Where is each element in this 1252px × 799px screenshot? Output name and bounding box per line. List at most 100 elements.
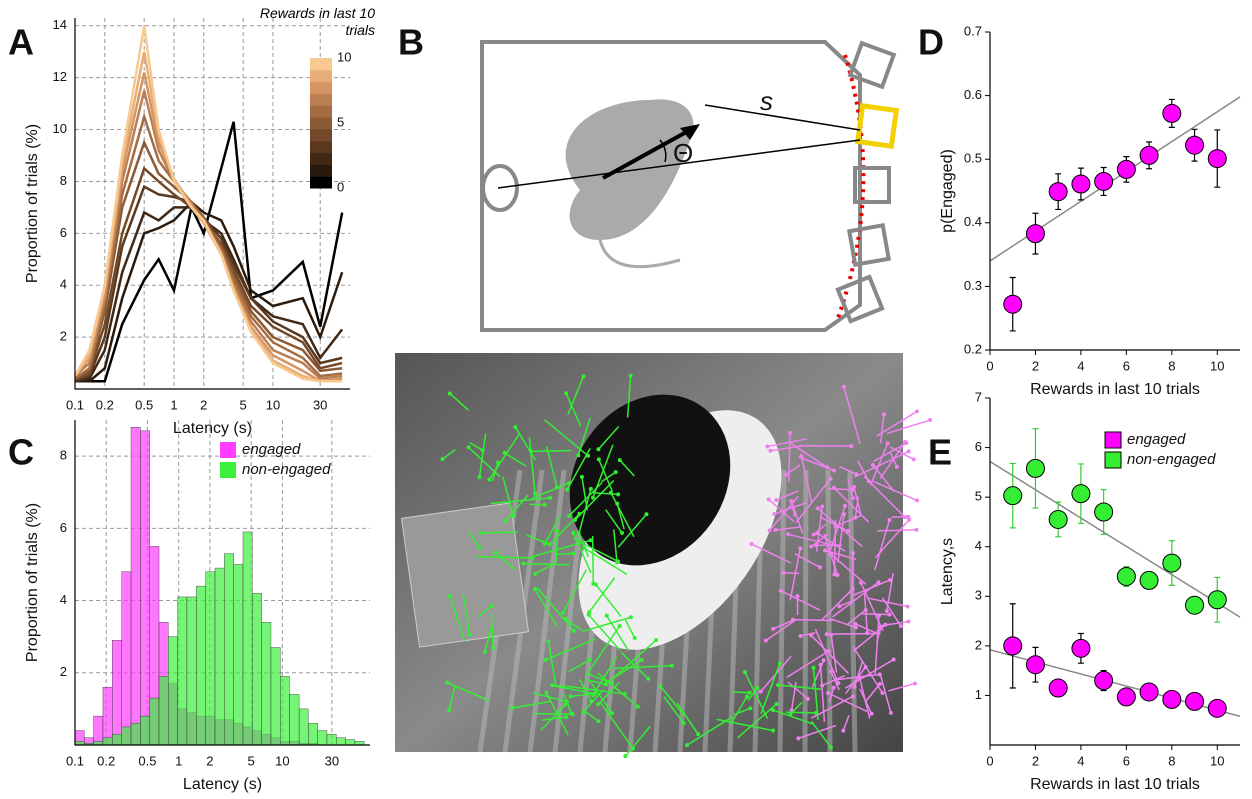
colorbar-swatch [310,117,332,129]
point [1117,688,1135,706]
arrow-tip [842,385,846,389]
y-tick-label: 14 [53,17,67,32]
x-tick-label: 1 [170,397,177,412]
hist-bar [215,568,224,745]
arrow-tip [826,691,830,695]
arrow-tip [864,608,868,612]
arrow-tip [491,646,495,650]
x-axis-label: Rewards in last 10 trials [1030,381,1200,398]
arrow-tip [581,710,585,714]
arrow-tip [620,531,624,535]
arrow-tip [561,611,565,615]
x-tick-label: 10 [1210,753,1224,768]
arrow-tip [588,658,592,662]
axes [990,32,1240,350]
panel-letter: E [928,432,952,473]
arrow-tip [849,444,853,448]
point [1208,150,1226,168]
arrow-tip [851,551,855,555]
point [1140,146,1158,164]
point [1163,104,1181,122]
arrow-tip [597,719,601,723]
motion-arrow [793,620,832,621]
arrow-tip [564,715,568,719]
x-tick-label: 10 [275,753,289,768]
point [1049,510,1067,528]
colorbar-swatch [310,164,332,176]
hist-bar [346,740,355,745]
point [1004,637,1022,655]
hist-bar [112,734,121,745]
point [1186,692,1204,710]
arrow-tip [886,441,890,445]
hist-bar [103,687,112,745]
motion-arrow [555,553,573,554]
arrow-tip [616,492,620,496]
y-tick-label: 8 [60,448,67,463]
point [1026,459,1044,477]
arrow-tip [567,514,571,518]
arrow-tip [544,658,548,662]
fit-line [990,461,1240,617]
arrow-tip [644,512,648,516]
arrow-tip [796,736,800,740]
arrow-tip [580,475,584,479]
arrow-tip [477,475,481,479]
arrow-tip [832,686,836,690]
colorbar-swatch [310,176,332,188]
arrow-tip [658,684,662,688]
x-tick-label: 6 [1123,358,1130,373]
arrow-tip [596,447,600,451]
arrow-tip [870,712,874,716]
arrow-tip [767,497,771,501]
point [1186,596,1204,614]
motion-arrow [480,532,517,533]
x-tick-label: 2 [1032,358,1039,373]
arrow-tip [859,581,863,585]
arrow-tip [533,492,537,496]
arrow-tip [799,454,803,458]
y-tick-label: 2 [60,664,67,679]
line [705,105,860,130]
x-axis-label: Latency (s) [173,420,252,437]
arrow-tip [768,529,772,533]
arrow-tip [854,626,858,630]
x-tick-label: 6 [1123,753,1130,768]
arrow-tip [604,682,608,686]
arrow-tip [775,702,779,706]
arrow-tip [882,412,886,416]
arrow-tip [571,712,575,716]
arrow-tip [591,496,595,500]
arrow-tip [748,706,752,710]
y-tick-label: 4 [60,592,67,607]
motion-arrow [784,573,800,574]
ports [838,43,894,321]
arrow-tip [782,571,786,575]
y-axis-label: Proportion of trials (%) [24,124,41,283]
arrow-tip [771,708,775,712]
point [1163,690,1181,708]
panel-letter: B [398,22,424,63]
arrow-tip [887,613,891,617]
hist-bar [122,572,131,745]
arrow-tip [445,681,449,685]
arrow-tip [832,468,836,472]
colorbar-tick-label: 0 [337,179,344,194]
y-tick-label: 12 [53,69,67,84]
hist-bar [252,593,261,745]
x-tick-label: 30 [325,753,339,768]
hist-bar [150,698,159,745]
arrow-tip [880,691,884,695]
arrow-tip [774,528,778,532]
arrow-tip [834,524,838,528]
arrow-tip [511,514,515,518]
arrow-tip [597,457,601,461]
arrow-tip [685,743,689,747]
arrow-tip [576,453,580,457]
x-tick-label: 0.1 [66,753,84,768]
legend-label: engaged [1127,431,1186,448]
arrow-tip [829,745,833,749]
arrow-tip [510,706,514,710]
arrow-tip [533,572,537,576]
